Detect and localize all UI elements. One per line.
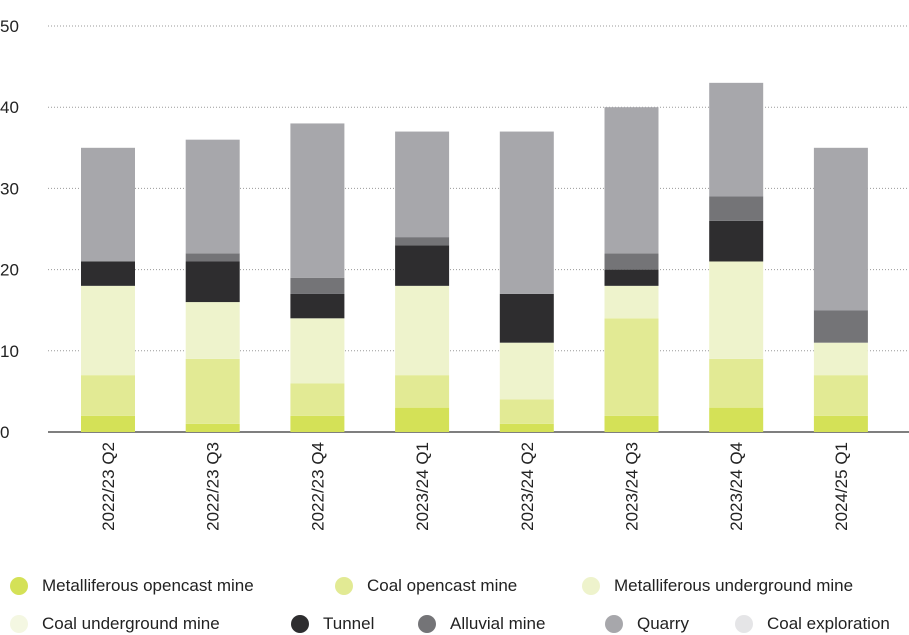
y-tick-label-5: 50 xyxy=(0,17,19,36)
bar-segment-2-5 xyxy=(290,277,345,294)
x-tick-label-3: 2023/24 Q1 xyxy=(413,442,432,531)
bar-segment-6-1 xyxy=(709,358,764,408)
bar-segment-1-0 xyxy=(185,423,240,432)
bar-segment-3-0 xyxy=(395,407,450,432)
bar-segment-6-4 xyxy=(709,220,764,262)
bar-segment-0-2 xyxy=(81,285,135,376)
bar-segment-4-2 xyxy=(499,342,554,400)
legend-item-2: Metalliferous underground mine xyxy=(582,576,853,596)
bar-segment-0-0 xyxy=(81,415,135,432)
bar-segment-2-4 xyxy=(290,293,345,319)
bar-segment-3-1 xyxy=(395,375,450,408)
bar-segment-2-0 xyxy=(290,415,345,432)
legend-label-0: Metalliferous opencast mine xyxy=(42,576,254,595)
legend-swatch-7 xyxy=(735,615,753,633)
bar-segment-7-2 xyxy=(813,342,868,376)
bar-segment-4-0 xyxy=(499,423,554,432)
bar-segment-6-2 xyxy=(709,261,764,359)
bar-segment-5-4 xyxy=(604,269,659,286)
y-tick-label-0: 0 xyxy=(0,423,9,442)
x-tick-label-2: 2022/23 Q4 xyxy=(308,442,327,531)
bar-segment-1-1 xyxy=(185,358,240,424)
bar-segment-2-2 xyxy=(290,318,345,384)
legend-swatch-3 xyxy=(10,615,28,633)
bar-segment-4-4 xyxy=(499,293,554,343)
legend-item-1: Coal opencast mine xyxy=(335,576,517,596)
y-tick-label-1: 10 xyxy=(0,342,19,361)
bar-segment-3-2 xyxy=(395,285,450,376)
legend-label-4: Tunnel xyxy=(323,614,375,633)
bar-segment-2-1 xyxy=(290,383,345,416)
bar-segment-7-0 xyxy=(813,415,868,432)
legend-swatch-4 xyxy=(291,615,309,633)
x-tick-label-1: 2022/23 Q3 xyxy=(204,442,223,531)
bar-segment-0-4 xyxy=(81,261,135,286)
legend-label-3: Coal underground mine xyxy=(42,614,220,633)
legend-swatch-5 xyxy=(418,615,436,633)
legend-label-5: Alluvial mine xyxy=(450,614,546,633)
bar-segment-7-6 xyxy=(813,147,868,311)
legend-item-4: Tunnel xyxy=(291,614,374,634)
bar-segment-1-4 xyxy=(185,261,240,303)
legend-swatch-2 xyxy=(582,577,600,595)
bar-segment-3-4 xyxy=(395,245,450,286)
x-tick-label-5: 2023/24 Q3 xyxy=(623,442,642,531)
bar-segment-5-0 xyxy=(604,415,659,432)
legend-swatch-1 xyxy=(335,577,353,595)
legend-item-0: Metalliferous opencast mine xyxy=(10,576,254,596)
gridlines xyxy=(48,25,909,433)
legend-label-6: Quarry xyxy=(637,614,689,633)
legend-item-5: Alluvial mine xyxy=(418,614,545,634)
bar-segment-5-6 xyxy=(604,107,659,254)
bar-segment-0-6 xyxy=(81,147,135,262)
legend-label-2: Metalliferous underground mine xyxy=(614,576,854,595)
x-axis: 2022/23 Q2 2022/23 Q3 2022/23 Q4 2023/24 Q1… xyxy=(99,442,851,531)
bar-segment-5-2 xyxy=(604,285,659,319)
bar-segment-3-6 xyxy=(395,131,450,238)
bar-segment-6-0 xyxy=(709,407,764,432)
bar-segment-4-6 xyxy=(499,131,554,294)
legend-item-6: Quarry xyxy=(605,614,689,634)
legend-item-7: Coal exploration xyxy=(735,614,890,634)
legend-swatch-0 xyxy=(10,577,28,595)
legend-label-7: Coal exploration xyxy=(767,614,890,633)
x-tick-label-4: 2023/24 Q2 xyxy=(518,442,537,531)
bar-segment-5-1 xyxy=(604,318,659,416)
bar-segment-6-6 xyxy=(709,82,764,197)
legend-swatch-6 xyxy=(605,615,623,633)
bar-segment-4-1 xyxy=(499,399,554,424)
y-tick-label-3: 30 xyxy=(0,179,19,198)
bar-segment-0-1 xyxy=(81,375,135,416)
x-tick-label-7: 2024/25 Q1 xyxy=(832,442,851,531)
bar-segment-1-5 xyxy=(185,253,240,262)
bar-segment-7-1 xyxy=(813,375,868,416)
bar-segment-5-5 xyxy=(604,253,659,270)
y-tick-label-2: 20 xyxy=(0,261,19,280)
bar-segment-1-2 xyxy=(185,302,240,359)
x-tick-label-6: 2023/24 Q4 xyxy=(727,442,746,531)
legend: Metalliferous opencast mine Coal opencast… xyxy=(0,568,909,635)
bar-segment-1-6 xyxy=(185,139,240,254)
legend-item-3: Coal underground mine xyxy=(10,614,220,634)
x-tick-label-0: 2022/23 Q2 xyxy=(99,442,118,531)
bar-segment-2-6 xyxy=(290,123,345,278)
bar-segment-7-5 xyxy=(813,310,868,343)
y-axis: 0 10 20 30 40 50 xyxy=(0,17,19,442)
bars xyxy=(81,82,868,432)
bar-segment-6-5 xyxy=(709,196,764,221)
bar-segment-3-5 xyxy=(395,237,450,246)
y-tick-label-4: 40 xyxy=(0,98,19,117)
legend-label-1: Coal opencast mine xyxy=(367,576,518,595)
